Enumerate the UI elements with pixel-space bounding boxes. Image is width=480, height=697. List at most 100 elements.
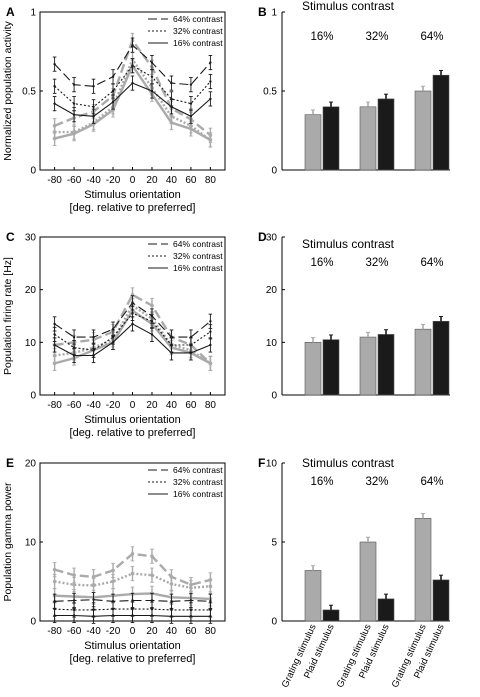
- data-point: [72, 573, 76, 577]
- data-point: [189, 127, 193, 131]
- legend-label: 64% contrast: [173, 239, 223, 249]
- chart-title: Stimulus contrast: [302, 237, 395, 251]
- legend-label: 16% contrast: [173, 489, 223, 499]
- chart-title: Stimulus contrast: [302, 0, 395, 13]
- data-point: [131, 312, 134, 315]
- data-point: [72, 102, 76, 105]
- grating-bar: [359, 106, 377, 171]
- data-point: [53, 322, 56, 326]
- x-tick-label: 60: [185, 175, 197, 186]
- y-tick-label: 5: [271, 538, 277, 549]
- data-point: [72, 113, 76, 116]
- data-point: [209, 61, 212, 64]
- data-point: [150, 303, 154, 308]
- data-point: [189, 351, 193, 355]
- grating-bar: [414, 328, 432, 396]
- data-point: [130, 571, 135, 576]
- data-point: [208, 584, 213, 589]
- x-axis-label-sub: [deg. relative to preferred]: [70, 202, 196, 214]
- data-point: [189, 615, 193, 618]
- y-tick-label: 0.5: [22, 87, 36, 98]
- data-point: [92, 85, 95, 88]
- data-point: [150, 333, 154, 336]
- contrast-label: 64%: [420, 476, 443, 488]
- x-tick-label: 80: [205, 175, 217, 186]
- x-tick-label: 40: [166, 626, 178, 637]
- plaid-bar: [377, 98, 395, 171]
- data-point: [72, 614, 76, 617]
- data-point: [150, 614, 154, 617]
- x-tick-label: 80: [205, 626, 217, 637]
- x-tick-label: -80: [47, 175, 62, 186]
- x-tick-label: -20: [106, 626, 121, 637]
- data-point: [111, 75, 115, 78]
- data-point: [111, 579, 115, 584]
- x-tick-label: 20: [146, 400, 158, 411]
- data-point: [111, 614, 115, 617]
- data-point: [150, 599, 154, 602]
- data-point: [131, 64, 134, 67]
- data-point: [53, 343, 56, 347]
- grating-bar: [359, 336, 377, 396]
- data-point: [92, 105, 95, 109]
- y-tick-label: 0.5: [263, 87, 277, 98]
- legend-label: 64% contrast: [173, 14, 223, 24]
- panel-letter: B: [258, 5, 267, 19]
- data-point: [72, 354, 76, 357]
- grating-bar: [414, 90, 432, 171]
- y-tick-label: 0: [271, 166, 277, 177]
- panel-D: D Stimulus contrast 0 10 20 30 16% 32% 64%: [258, 230, 450, 402]
- y-tick-label: 10: [266, 459, 278, 470]
- x-tick-label: -60: [67, 400, 82, 411]
- data-point: [209, 615, 212, 618]
- data-point: [209, 80, 212, 83]
- contrast-label: 16%: [310, 257, 333, 269]
- y-tick-label: 20: [266, 285, 278, 296]
- plaid-bar: [377, 334, 395, 396]
- data-point: [92, 354, 95, 357]
- y-tick-label: 10: [266, 338, 278, 349]
- data-point: [72, 131, 76, 136]
- data-point: [209, 600, 212, 603]
- data-point: [170, 615, 173, 618]
- data-point: [170, 351, 173, 355]
- plaid-bar: [322, 106, 340, 171]
- panel-A: A -80 -60 -40 -20 0 20 40 60 80 0 0.5 1 Normalized po…: [2, 5, 226, 214]
- x-tick-label: 60: [185, 626, 197, 637]
- data-point: [92, 115, 95, 118]
- y-tick-label: 0: [271, 391, 277, 402]
- data-point: [53, 614, 56, 617]
- data-point: [131, 614, 134, 617]
- data-point: [72, 335, 76, 339]
- data-point: [189, 102, 193, 105]
- contrast-label: 32%: [365, 257, 388, 269]
- data-point: [209, 320, 212, 323]
- data-point: [209, 97, 212, 101]
- x-tick-label: 0: [130, 175, 136, 186]
- data-point: [92, 598, 95, 601]
- plaid-bar: [432, 74, 450, 171]
- data-point: [131, 301, 134, 305]
- legend-label: 64% contrast: [173, 465, 223, 475]
- x-tick-label: 0: [130, 626, 136, 637]
- panel-letter: D: [258, 230, 267, 244]
- data-point: [189, 83, 193, 86]
- plaid-bar: [377, 598, 395, 622]
- data-point: [52, 567, 57, 572]
- data-point: [72, 83, 76, 86]
- data-point: [189, 599, 193, 602]
- data-point: [170, 105, 173, 109]
- x-axis-label: Stimulus orientation: [84, 640, 181, 652]
- data-point: [150, 75, 154, 78]
- y-tick-label: 1: [30, 8, 36, 19]
- x-tick-label: 20: [146, 175, 158, 186]
- panel-B: B Stimulus contrast 0 0.5 1 16% 32% 64%: [258, 0, 450, 177]
- data-point: [130, 552, 135, 556]
- y-tick-label: 0: [271, 617, 277, 628]
- x-tick-label: 20: [146, 626, 158, 637]
- plaid-bar: [322, 609, 340, 622]
- x-tick-label: -80: [47, 626, 62, 637]
- x-tick-label: 60: [185, 400, 197, 411]
- x-tick-label: -40: [86, 400, 101, 411]
- data-point: [53, 102, 56, 105]
